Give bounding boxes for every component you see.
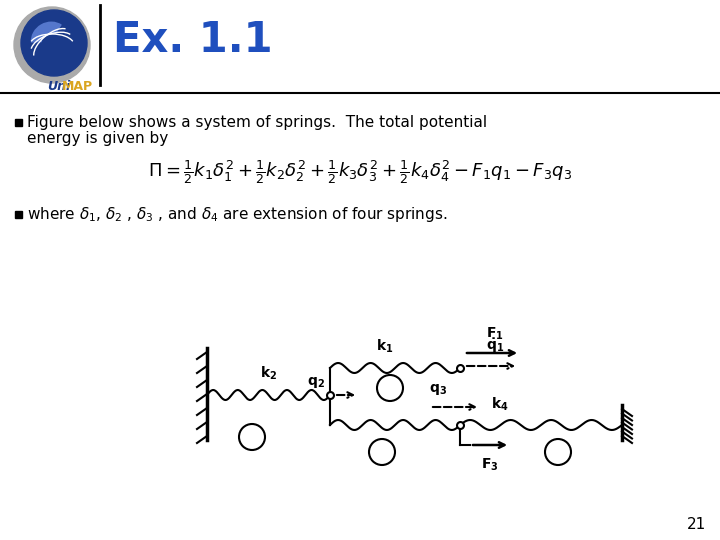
Text: Ex. 1.1: Ex. 1.1 — [113, 19, 273, 61]
Circle shape — [239, 424, 265, 450]
Text: $\mathbf{q_3}$: $\mathbf{q_3}$ — [429, 382, 447, 397]
Text: $\mathbf{\dot{q}_1}$: $\mathbf{\dot{q}_1}$ — [486, 336, 504, 355]
Text: $\mathbf{k_1}$: $\mathbf{k_1}$ — [377, 338, 394, 355]
Text: $\mathbf{k_3}$: $\mathbf{k_3}$ — [377, 440, 394, 457]
Text: $\mathbf{F_1}$: $\mathbf{F_1}$ — [486, 326, 504, 342]
Text: $\mathbf{k_4}$: $\mathbf{k_4}$ — [491, 396, 509, 413]
Text: Uni: Uni — [47, 80, 71, 93]
Text: energy is given by: energy is given by — [27, 131, 168, 145]
Text: $\mathbf{F_3}$: $\mathbf{F_3}$ — [481, 457, 499, 474]
Text: 1: 1 — [384, 381, 395, 395]
Text: $\Pi = \frac{1}{2}k_1\delta_1^2 + \frac{1}{2}k_2\delta_2^2 + \frac{1}{2}k_3\delt: $\Pi = \frac{1}{2}k_1\delta_1^2 + \frac{… — [148, 158, 572, 186]
Circle shape — [369, 439, 395, 465]
Text: 21: 21 — [687, 517, 706, 532]
Text: $\mathbf{k_2}$: $\mathbf{k_2}$ — [260, 364, 277, 382]
Text: 2: 2 — [247, 429, 257, 444]
Circle shape — [21, 10, 87, 76]
Text: where $\delta_1$, $\delta_2$ , $\delta_3$ , and $\delta_4$ are extension of four: where $\delta_1$, $\delta_2$ , $\delta_3… — [27, 205, 447, 224]
Text: MAP: MAP — [62, 80, 93, 93]
Bar — [15, 211, 22, 218]
Circle shape — [545, 439, 571, 465]
Text: 3: 3 — [377, 444, 387, 460]
Text: Figure below shows a system of springs.  The total potential: Figure below shows a system of springs. … — [27, 114, 487, 130]
Circle shape — [14, 7, 90, 83]
Text: $\mathbf{q_2}$: $\mathbf{q_2}$ — [307, 375, 325, 390]
Bar — [15, 119, 22, 126]
Text: 4: 4 — [553, 444, 563, 460]
Circle shape — [377, 375, 403, 401]
